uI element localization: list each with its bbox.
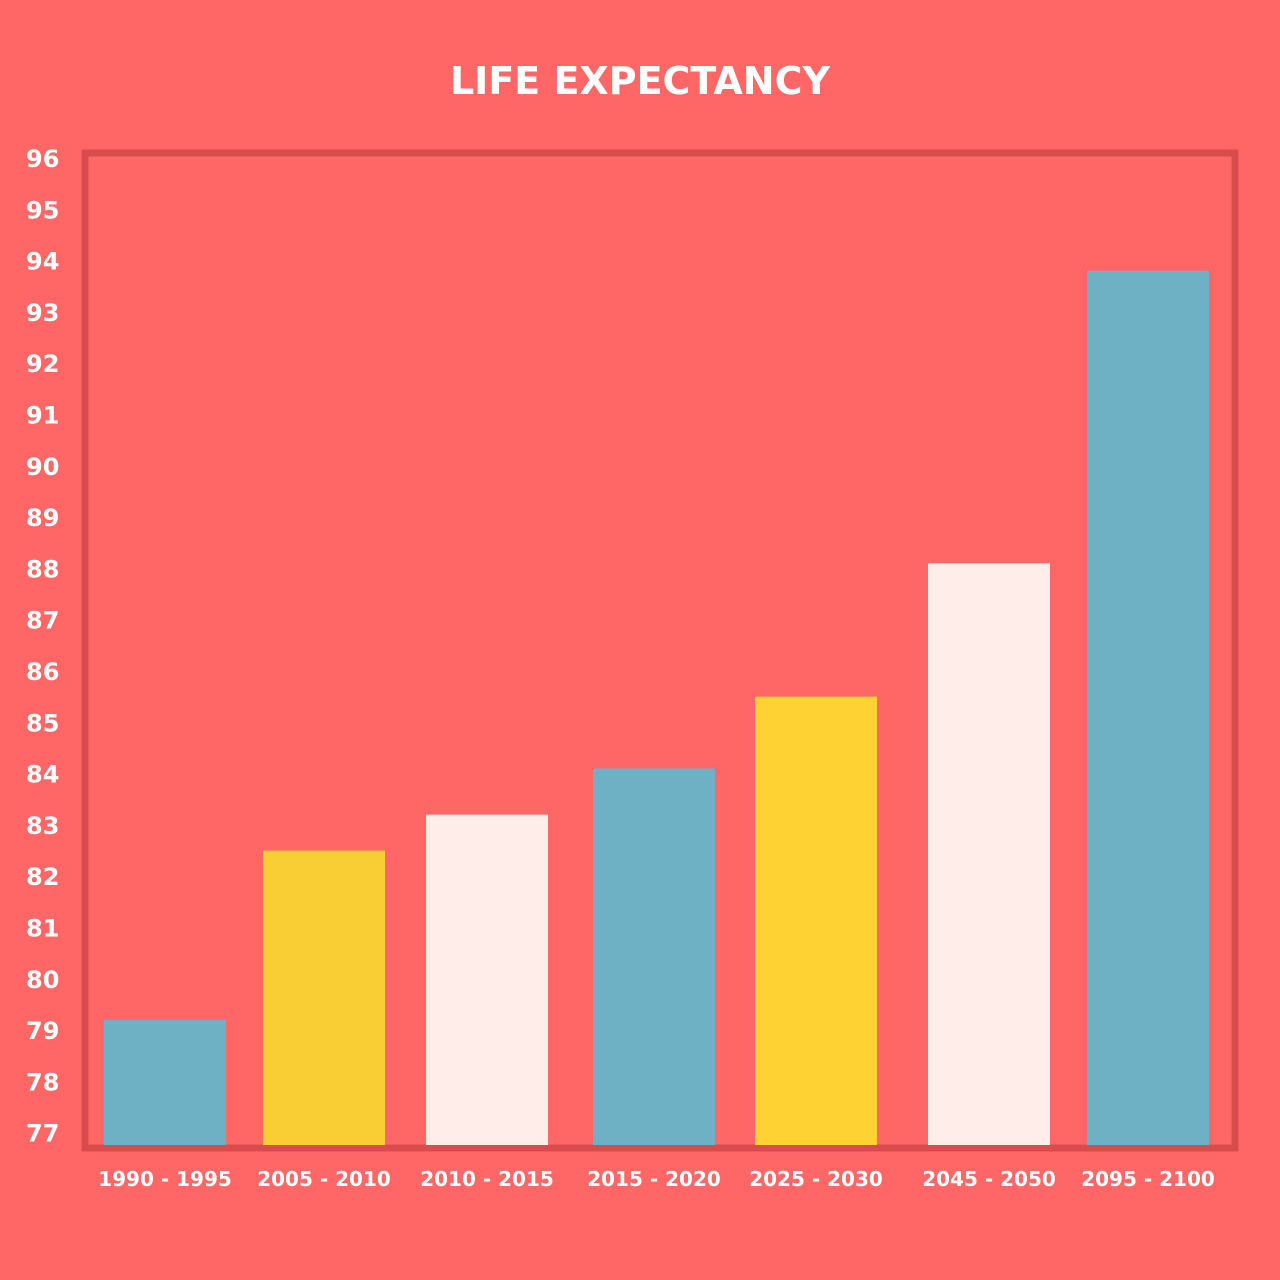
y-axis-ticks: 96 95 94 93 92 91 90 89 88 87 86 85 84 83 82 81 80 79 78 77	[26, 145, 59, 1148]
bar	[593, 768, 715, 1145]
bar	[263, 850, 385, 1145]
y-tick-label: 96	[26, 145, 59, 173]
y-tick-label: 94	[26, 248, 59, 276]
y-tick-label: 82	[26, 863, 59, 891]
y-tick-label: 95	[26, 196, 59, 224]
y-tick-label: 93	[26, 299, 59, 327]
x-tick-label: 1990 - 1995	[98, 1167, 232, 1191]
y-tick-label: 77	[26, 1120, 59, 1148]
y-tick-label: 92	[26, 350, 59, 378]
x-tick-label: 2010 - 2015	[420, 1167, 554, 1191]
bar	[755, 696, 877, 1145]
y-tick-label: 79	[26, 1017, 59, 1045]
bar	[104, 1019, 226, 1145]
x-tick-label: 2005 - 2010	[257, 1167, 391, 1191]
x-axis-ticks: 1990 - 1995 2005 - 2010 2010 - 2015 2015 - …	[98, 1167, 1215, 1191]
y-tick-label: 87	[26, 607, 59, 635]
x-tick-label: 2025 - 2030	[749, 1167, 883, 1191]
y-tick-label: 88	[26, 555, 59, 583]
y-tick-label: 89	[26, 504, 59, 532]
bar	[426, 814, 548, 1145]
y-tick-label: 85	[26, 709, 59, 737]
bar	[928, 563, 1050, 1145]
plot-frame	[81, 149, 1239, 1152]
y-tick-label: 84	[26, 761, 59, 789]
x-tick-label: 2095 - 2100	[1081, 1167, 1215, 1191]
y-tick-label: 80	[26, 966, 59, 994]
y-tick-label: 83	[26, 812, 59, 840]
y-tick-label: 91	[26, 402, 59, 430]
y-tick-label: 90	[26, 453, 59, 481]
y-tick-label: 78	[26, 1068, 59, 1096]
bars-group	[104, 270, 1209, 1145]
x-tick-label: 2015 - 2020	[587, 1167, 721, 1191]
bar	[1087, 270, 1209, 1145]
y-tick-label: 81	[26, 915, 59, 943]
chart-title: LIFE EXPECTANCY	[450, 59, 831, 103]
x-tick-label: 2045 - 2050	[922, 1167, 1056, 1191]
y-tick-label: 86	[26, 658, 59, 686]
